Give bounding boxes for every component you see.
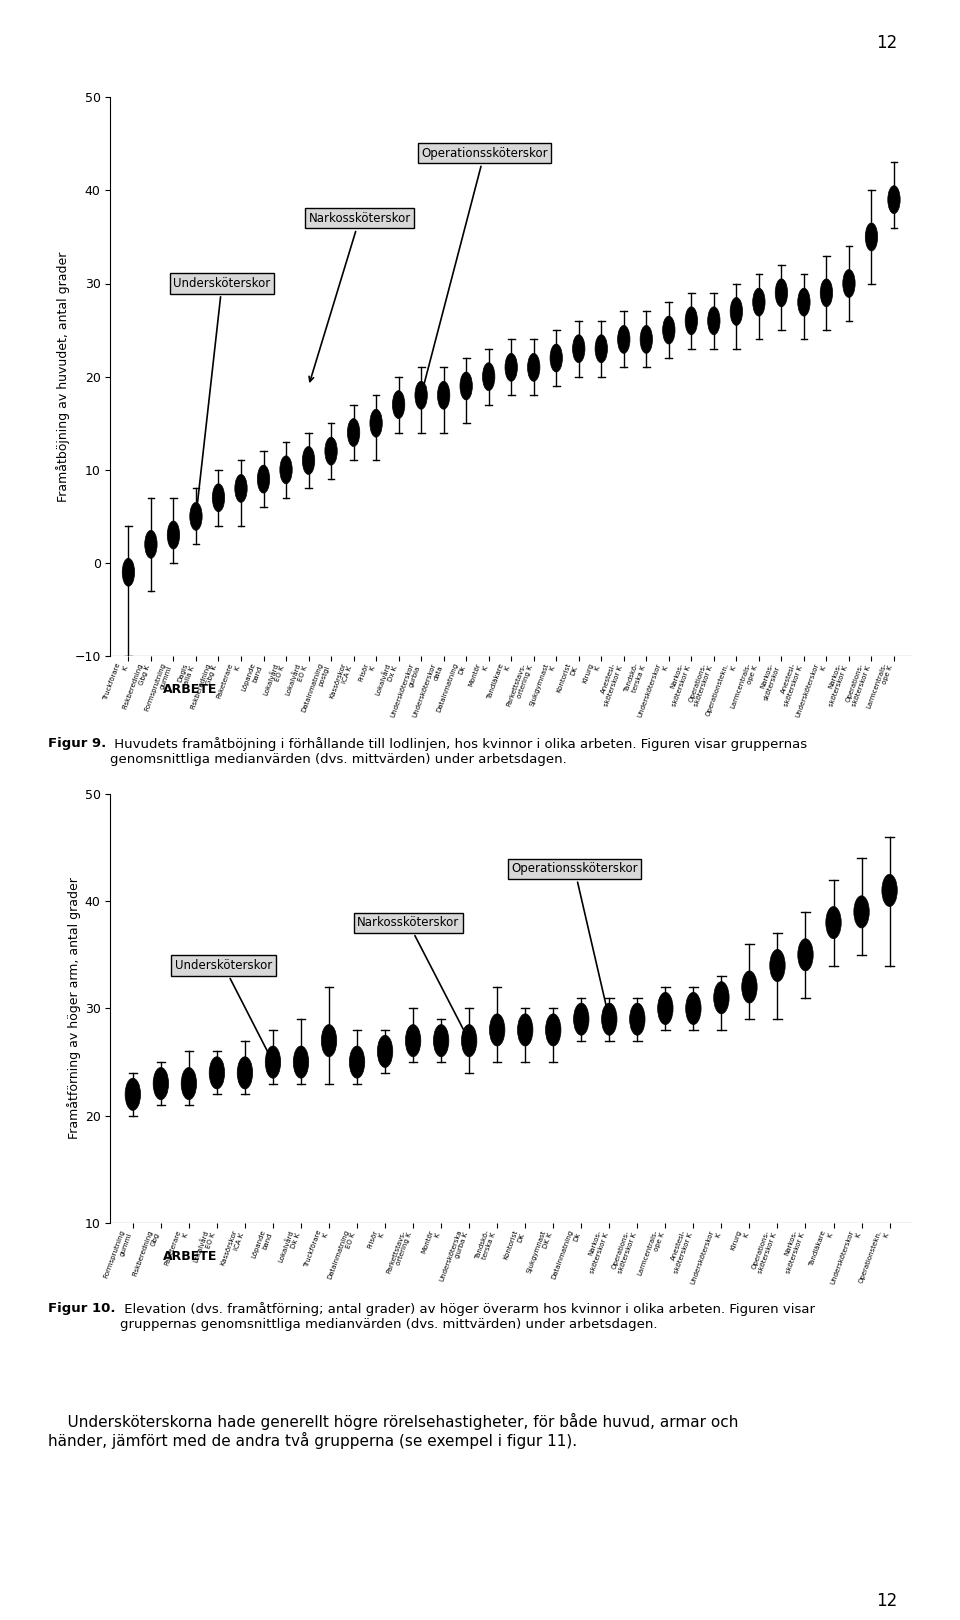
Ellipse shape bbox=[820, 279, 832, 306]
Ellipse shape bbox=[662, 316, 675, 343]
Ellipse shape bbox=[865, 224, 877, 251]
Ellipse shape bbox=[685, 993, 701, 1024]
Ellipse shape bbox=[433, 1024, 449, 1056]
Ellipse shape bbox=[349, 1047, 365, 1079]
Ellipse shape bbox=[658, 993, 673, 1024]
Ellipse shape bbox=[190, 502, 203, 530]
Ellipse shape bbox=[393, 390, 405, 418]
Ellipse shape bbox=[122, 559, 134, 586]
Text: Figur 9.: Figur 9. bbox=[48, 737, 107, 750]
Text: Elevation (dvs. framåtförning; antal grader) av höger överarm hos kvinnor i olik: Elevation (dvs. framåtförning; antal gra… bbox=[120, 1302, 815, 1332]
Text: Undersköterskor: Undersköterskor bbox=[175, 959, 272, 1058]
Ellipse shape bbox=[731, 298, 743, 326]
Ellipse shape bbox=[630, 1003, 645, 1035]
Ellipse shape bbox=[294, 1047, 309, 1079]
Ellipse shape bbox=[888, 186, 900, 214]
Ellipse shape bbox=[490, 1014, 505, 1047]
Ellipse shape bbox=[843, 269, 855, 298]
Ellipse shape bbox=[640, 326, 653, 353]
Text: ARBETE: ARBETE bbox=[163, 1251, 218, 1264]
Ellipse shape bbox=[370, 410, 382, 437]
Ellipse shape bbox=[279, 455, 292, 484]
Ellipse shape bbox=[145, 530, 157, 559]
Ellipse shape bbox=[572, 335, 585, 363]
Ellipse shape bbox=[550, 343, 563, 373]
Ellipse shape bbox=[415, 381, 427, 410]
Ellipse shape bbox=[237, 1056, 252, 1089]
Ellipse shape bbox=[438, 381, 450, 410]
Ellipse shape bbox=[257, 465, 270, 492]
Text: Narkossköterskor: Narkossköterskor bbox=[308, 212, 411, 382]
Ellipse shape bbox=[348, 418, 360, 447]
Text: Narkossköterskor: Narkossköterskor bbox=[357, 915, 467, 1037]
Ellipse shape bbox=[753, 288, 765, 316]
Ellipse shape bbox=[595, 335, 608, 363]
Ellipse shape bbox=[882, 875, 898, 907]
Ellipse shape bbox=[505, 353, 517, 381]
Ellipse shape bbox=[713, 982, 729, 1014]
Text: Figur 10.: Figur 10. bbox=[48, 1302, 115, 1315]
Ellipse shape bbox=[324, 437, 337, 465]
Ellipse shape bbox=[770, 949, 785, 982]
Ellipse shape bbox=[322, 1024, 337, 1056]
Ellipse shape bbox=[125, 1079, 140, 1110]
Ellipse shape bbox=[776, 279, 787, 306]
Y-axis label: Framåtböjning av huvudet, antal grader: Framåtböjning av huvudet, antal grader bbox=[57, 251, 70, 502]
Ellipse shape bbox=[798, 938, 813, 970]
Ellipse shape bbox=[545, 1014, 561, 1047]
Y-axis label: Framåtförning av höger arm, antal grader: Framåtförning av höger arm, antal grader bbox=[66, 878, 81, 1139]
Ellipse shape bbox=[853, 896, 869, 928]
Ellipse shape bbox=[154, 1068, 169, 1100]
Ellipse shape bbox=[602, 1003, 617, 1035]
Ellipse shape bbox=[212, 484, 225, 512]
Ellipse shape bbox=[209, 1056, 225, 1089]
Ellipse shape bbox=[798, 288, 810, 316]
Text: 12: 12 bbox=[876, 34, 898, 52]
Ellipse shape bbox=[462, 1024, 477, 1056]
Text: Operationssköterskor: Operationssköterskor bbox=[421, 146, 548, 390]
Ellipse shape bbox=[181, 1068, 197, 1100]
Text: Huvudets framåtböjning i förhållande till lodlinjen, hos kvinnor i olika arbeten: Huvudets framåtböjning i förhållande til… bbox=[110, 737, 807, 766]
Ellipse shape bbox=[167, 522, 180, 549]
Ellipse shape bbox=[685, 306, 698, 335]
Ellipse shape bbox=[405, 1024, 420, 1056]
Ellipse shape bbox=[377, 1035, 393, 1068]
Ellipse shape bbox=[826, 907, 841, 938]
Ellipse shape bbox=[483, 363, 494, 390]
Text: 12: 12 bbox=[876, 1592, 898, 1610]
Text: Undersköterskorna hade generellt högre rörelsehastigheter, för både huvud, armar: Undersköterskorna hade generellt högre r… bbox=[48, 1413, 738, 1450]
Ellipse shape bbox=[460, 373, 472, 400]
Ellipse shape bbox=[528, 353, 540, 381]
Ellipse shape bbox=[265, 1047, 280, 1079]
Ellipse shape bbox=[742, 970, 757, 1003]
Text: Operationssköterskor: Operationssköterskor bbox=[511, 862, 637, 1014]
Ellipse shape bbox=[235, 475, 247, 502]
Ellipse shape bbox=[708, 306, 720, 335]
Text: ARBETE: ARBETE bbox=[163, 684, 218, 697]
Ellipse shape bbox=[573, 1003, 589, 1035]
Ellipse shape bbox=[302, 447, 315, 475]
Ellipse shape bbox=[617, 326, 630, 353]
Text: Undersköterskor: Undersköterskor bbox=[174, 277, 271, 512]
Ellipse shape bbox=[517, 1014, 533, 1047]
